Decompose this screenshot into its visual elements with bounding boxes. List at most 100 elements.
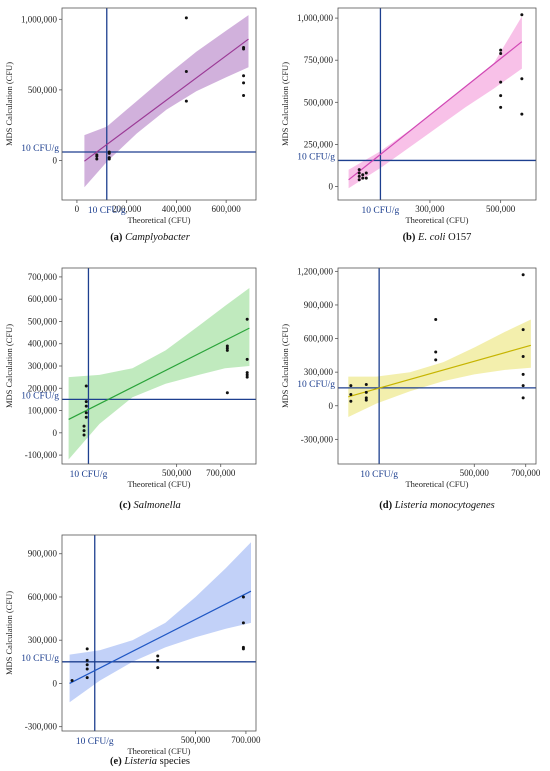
data-point	[85, 663, 89, 667]
ref-y-label: 10 CFU/g	[297, 152, 335, 162]
data-point	[361, 173, 365, 177]
caption-organism: Camplyobacter	[125, 232, 191, 243]
x-tick-label: 600,000	[212, 204, 242, 214]
y-axis-label: MDS Calculation (CFU)	[4, 62, 14, 146]
y-axis-label: MDS Calculation (CFU)	[4, 324, 14, 408]
y-tick-label: 1,000,000	[297, 13, 334, 23]
plot-area	[338, 268, 536, 464]
y-tick-label: 400,000	[28, 339, 58, 349]
confidence-band	[348, 319, 531, 417]
y-tick-label: 750,000	[304, 55, 334, 65]
y-tick-label: 1,200,000	[297, 266, 334, 276]
ref-y-label: 10 CFU/g	[297, 380, 335, 390]
y-tick-label: 500,000	[28, 316, 58, 326]
y-tick-label: 0	[329, 182, 334, 192]
data-point	[241, 595, 245, 599]
y-tick-label: 0	[53, 678, 58, 688]
y-axis-label: MDS Calculation (CFU)	[280, 324, 290, 408]
panel-caption: (c) Salmonella	[119, 500, 181, 511]
panel-caption: (a) Camplyobacter	[110, 232, 191, 243]
data-point	[364, 171, 368, 175]
data-point	[184, 99, 188, 103]
data-point	[434, 358, 438, 362]
y-tick-label: -300,000	[301, 434, 334, 444]
x-tick-label: 700.000	[231, 735, 261, 745]
data-point	[361, 176, 365, 180]
data-point	[95, 157, 99, 161]
data-point	[82, 424, 86, 428]
y-tick-label: 900,000	[28, 549, 58, 559]
data-point	[357, 171, 361, 175]
y-tick-label: 200,000	[28, 383, 58, 393]
y-tick-label: 300,000	[28, 361, 58, 371]
chart-panel-d: -300,000 0 300,000 600,000 900,000 1,200,000 5…	[280, 266, 541, 511]
data-point	[349, 399, 353, 403]
plot-frame	[61, 7, 257, 201]
y-tick-label: -100,000	[25, 450, 58, 460]
fit-line	[68, 327, 250, 420]
ref-x-label: 10 CFU/g	[76, 737, 114, 747]
x-tick-label: 500,000	[460, 468, 490, 478]
data-point	[245, 317, 249, 321]
caption-suffix: O157	[445, 232, 471, 243]
data-point	[245, 375, 249, 379]
data-point	[156, 658, 160, 662]
data-point	[521, 273, 525, 277]
ref-y-label: 10 CFU/g	[21, 144, 59, 154]
data-point	[520, 112, 524, 116]
caption-panel-letter: (c)	[119, 500, 133, 511]
y-tick-label: -300,000	[25, 722, 58, 732]
plot-area	[62, 8, 256, 200]
data-point	[520, 13, 524, 17]
data-point	[499, 48, 503, 52]
data-point	[499, 51, 503, 55]
data-point	[357, 174, 361, 178]
ref-x-label: 10 CFU/g	[88, 206, 126, 216]
x-tick-label: 500,000	[486, 204, 516, 214]
plot-area	[338, 8, 536, 200]
caption-organism: Salmonella	[134, 500, 181, 511]
plot-frame	[337, 267, 537, 465]
data-point	[225, 348, 229, 352]
data-point	[241, 621, 245, 625]
ref-x-label: 10 CFU/g	[70, 470, 108, 480]
data-point	[156, 666, 160, 670]
data-point	[357, 178, 361, 182]
ref-x-label: 10 CFU/g	[360, 470, 398, 480]
data-point	[84, 415, 88, 419]
data-point	[242, 81, 246, 85]
data-point	[241, 647, 245, 651]
data-point	[95, 154, 99, 158]
data-point	[521, 384, 525, 388]
caption-organism: Listeria	[123, 756, 157, 767]
data-point	[242, 74, 246, 78]
panel-caption: (e) Listeria species	[110, 756, 190, 767]
caption-organism: E. coli	[417, 232, 445, 243]
fit-line	[348, 41, 523, 181]
data-point	[521, 354, 525, 358]
x-tick-label: 700,000	[511, 468, 541, 478]
fit-line	[84, 38, 249, 162]
plot-area	[62, 535, 256, 731]
caption-suffix: species	[157, 756, 190, 767]
x-axis-label: Theoretical (CFU)	[127, 215, 190, 225]
fit-line	[348, 344, 532, 398]
data-point	[245, 373, 249, 377]
ref-y-label: 10 CFU/g	[21, 391, 59, 401]
data-point	[364, 396, 368, 400]
y-tick-label: 500,000	[304, 97, 334, 107]
data-point	[349, 384, 353, 388]
confidence-band	[84, 15, 249, 188]
y-tick-label: 300,000	[304, 367, 334, 377]
plot-area	[62, 268, 256, 464]
data-point	[184, 16, 188, 20]
data-point	[184, 70, 188, 74]
caption-panel-letter: (e)	[110, 756, 124, 767]
y-tick-label: 700,000	[28, 272, 58, 282]
x-tick-label: 200,000	[112, 204, 142, 214]
data-point	[499, 80, 503, 84]
data-point	[434, 350, 438, 354]
data-point	[84, 411, 88, 415]
data-point	[364, 390, 368, 394]
y-tick-label: 0	[53, 155, 58, 165]
